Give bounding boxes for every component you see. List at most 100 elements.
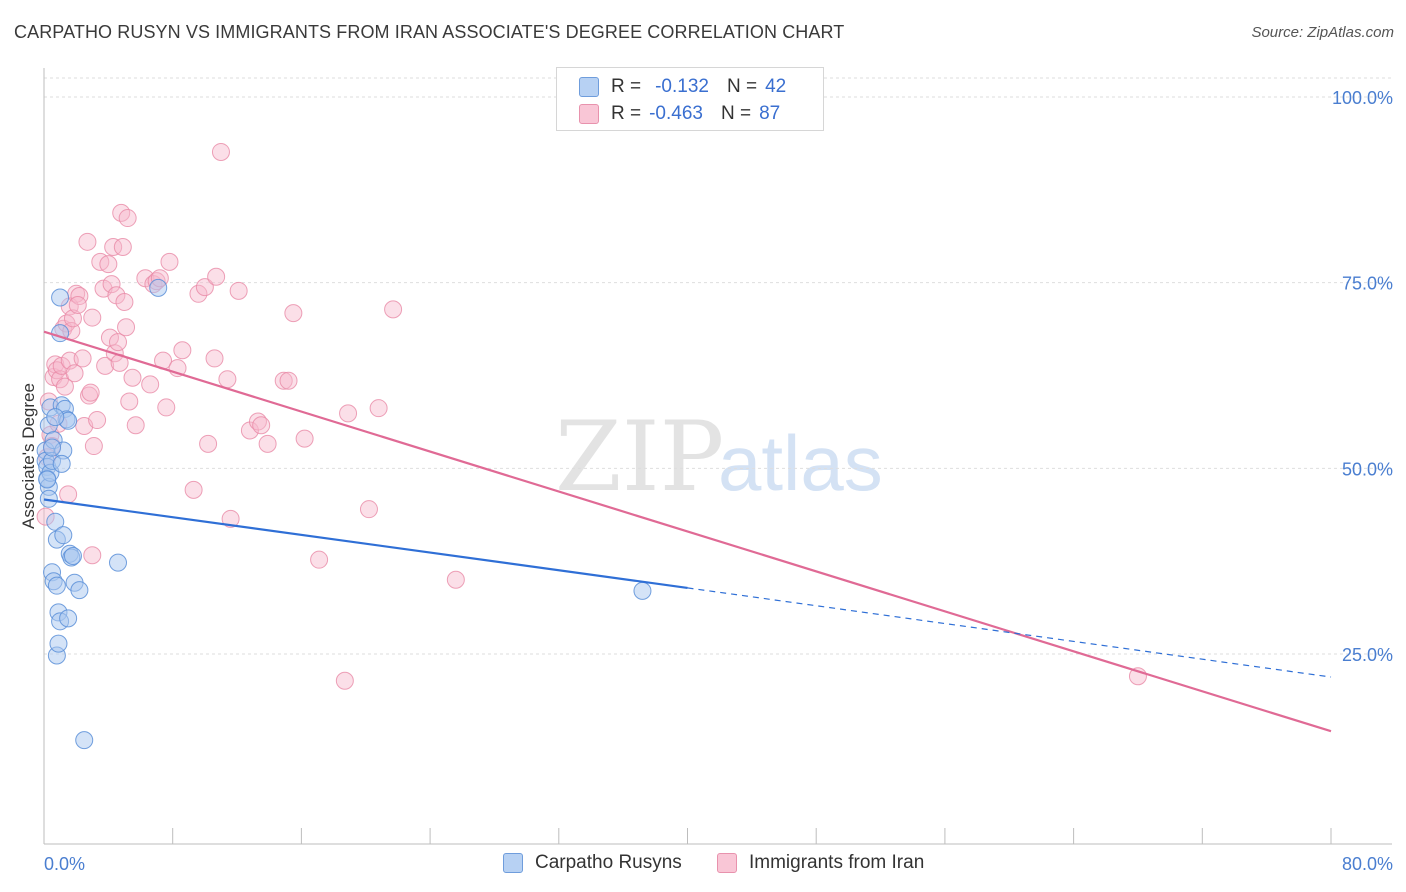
data-point-immigrants-from-iran: [68, 295, 87, 314]
data-point-carpatho-rusyns: [63, 546, 82, 565]
data-point-immigrants-from-iran: [88, 411, 107, 430]
data-point-immigrants-from-iran: [120, 392, 139, 411]
watermark-zip: ZIP: [555, 401, 724, 513]
data-point-carpatho-rusyns: [70, 581, 89, 600]
data-point-immigrants-from-iran: [80, 386, 99, 405]
legend-row-carpatho-rusyns: R = -0.132 N = 42: [579, 75, 786, 99]
legend-item-carpatho-rusyns: Carpatho Rusyns: [503, 852, 682, 874]
data-point-immigrants-from-iran: [83, 308, 102, 327]
y-tick-label: 25.0%: [1342, 645, 1393, 665]
data-point-immigrants-from-iran: [70, 287, 89, 306]
data-point-carpatho-rusyns: [43, 438, 62, 457]
legend-r-value: -0.463: [649, 103, 703, 124]
data-point-immigrants-from-iran: [78, 232, 97, 251]
data-point-immigrants-from-iran: [59, 485, 78, 504]
y-tick-labels: 25.0% 50.0% 75.0% 100.0%: [1332, 88, 1393, 665]
data-point-carpatho-rusyns: [59, 609, 78, 628]
y-axis-label: Associate's Degree: [19, 383, 38, 529]
data-point-immigrants-from-iran: [205, 349, 224, 368]
data-point-immigrants-from-iran: [339, 404, 358, 423]
data-point-immigrants-from-iran: [46, 355, 65, 374]
legend-n-value: 42: [765, 76, 787, 97]
x-tick-label: 80.0%: [1342, 854, 1393, 874]
source-label: Source: ZipAtlas.com: [1251, 24, 1394, 41]
legend-r-label: R =: [611, 76, 642, 97]
trend-line-carpatho-rusyns: [43, 498, 688, 589]
gridlines: [44, 77, 1392, 655]
data-point-immigrants-from-iran: [295, 429, 314, 448]
data-point-immigrants-from-iran: [199, 434, 218, 453]
data-point-carpatho-rusyns: [39, 489, 58, 508]
data-point-immigrants-from-iran: [252, 416, 271, 435]
data-point-immigrants-from-iran: [279, 371, 298, 390]
data-point-immigrants-from-iran: [221, 509, 240, 528]
legend-swatch-blue: [579, 77, 599, 97]
data-point-immigrants-from-iran: [118, 209, 137, 228]
data-point-carpatho-rusyns: [46, 512, 65, 531]
legend-swatch-blue: [503, 853, 523, 873]
data-point-immigrants-from-iran: [284, 304, 303, 323]
trend-line-immigrants-from-iran: [43, 330, 1332, 733]
data-point-immigrants-from-iran: [84, 437, 103, 456]
data-point-immigrants-from-iran: [117, 318, 136, 337]
x-tick-labels: 0.0% 80.0%: [44, 854, 1393, 874]
data-point-immigrants-from-iran: [73, 349, 92, 368]
data-point-immigrants-from-iran: [274, 371, 293, 390]
chart-title: CARPATHO RUSYN VS IMMIGRANTS FROM IRAN A…: [14, 22, 845, 42]
legend-n-label: N =: [726, 76, 758, 97]
data-point-immigrants-from-iran: [83, 546, 102, 565]
data-point-immigrants-from-iran: [104, 238, 123, 257]
data-point-immigrants-from-iran: [115, 292, 134, 311]
data-point-immigrants-from-iran: [55, 377, 74, 396]
data-point-immigrants-from-iran: [369, 399, 388, 418]
legend-row-immigrants-from-iran: R = -0.463 N = 87: [579, 102, 780, 126]
data-point-immigrants-from-iran: [126, 416, 145, 435]
data-point-immigrants-from-iran: [63, 309, 82, 328]
legend-n-value: 87: [759, 103, 781, 124]
series-carpatho-rusyns: [36, 278, 652, 750]
legend-r-label: R =: [611, 103, 642, 124]
data-point-immigrants-from-iran: [189, 284, 208, 303]
correlation-legend: R = -0.132 N = 42 R = -0.463 N = 87: [556, 67, 824, 131]
data-point-immigrants-from-iran: [218, 370, 237, 389]
data-point-immigrants-from-iran: [113, 238, 132, 257]
data-point-immigrants-from-iran: [160, 252, 179, 271]
data-point-immigrants-from-iran: [310, 550, 329, 569]
legend-item-immigrants-from-iran: Immigrants from Iran: [717, 852, 924, 874]
data-point-carpatho-rusyns: [46, 408, 65, 427]
data-point-immigrants-from-iran: [195, 278, 214, 297]
data-point-immigrants-from-iran: [184, 480, 203, 499]
y-tick-label: 100.0%: [1332, 88, 1393, 108]
data-point-carpatho-rusyns: [52, 454, 71, 473]
legend-n-label: N =: [720, 103, 752, 124]
data-point-carpatho-rusyns: [49, 634, 68, 653]
data-point-immigrants-from-iran: [157, 398, 176, 417]
data-point-carpatho-rusyns: [75, 731, 94, 750]
data-point-immigrants-from-iran: [446, 570, 465, 589]
legend-label: Carpatho Rusyns: [535, 852, 682, 873]
data-point-immigrants-from-iran: [81, 383, 100, 402]
data-point-immigrants-from-iran: [109, 333, 128, 352]
data-point-immigrants-from-iran: [207, 267, 226, 286]
y-tick-label: 75.0%: [1342, 274, 1393, 294]
data-point-immigrants-from-iran: [359, 500, 378, 519]
data-point-immigrants-from-iran: [335, 671, 354, 690]
x-tick-label: 0.0%: [44, 854, 85, 874]
data-point-immigrants-from-iran: [229, 281, 248, 300]
data-point-immigrants-from-iran: [96, 356, 115, 375]
series-legend: Carpatho Rusyns Immigrants from Iran: [0, 852, 1406, 878]
y-tick-label: 50.0%: [1342, 459, 1393, 479]
data-point-immigrants-from-iran: [258, 434, 277, 453]
data-point-carpatho-rusyns: [54, 526, 73, 545]
data-point-immigrants-from-iran: [65, 364, 84, 383]
trend-lines: [43, 330, 1332, 733]
data-point-immigrants-from-iran: [123, 368, 142, 387]
data-point-immigrants-from-iran: [102, 275, 121, 294]
legend-r-value: -0.132: [655, 76, 709, 97]
data-point-carpatho-rusyns: [38, 470, 57, 489]
watermark: ZIP atlas: [555, 401, 883, 513]
data-point-carpatho-rusyns: [149, 278, 168, 297]
data-point-carpatho-rusyns: [109, 553, 128, 572]
legend-swatch-pink: [579, 104, 599, 124]
